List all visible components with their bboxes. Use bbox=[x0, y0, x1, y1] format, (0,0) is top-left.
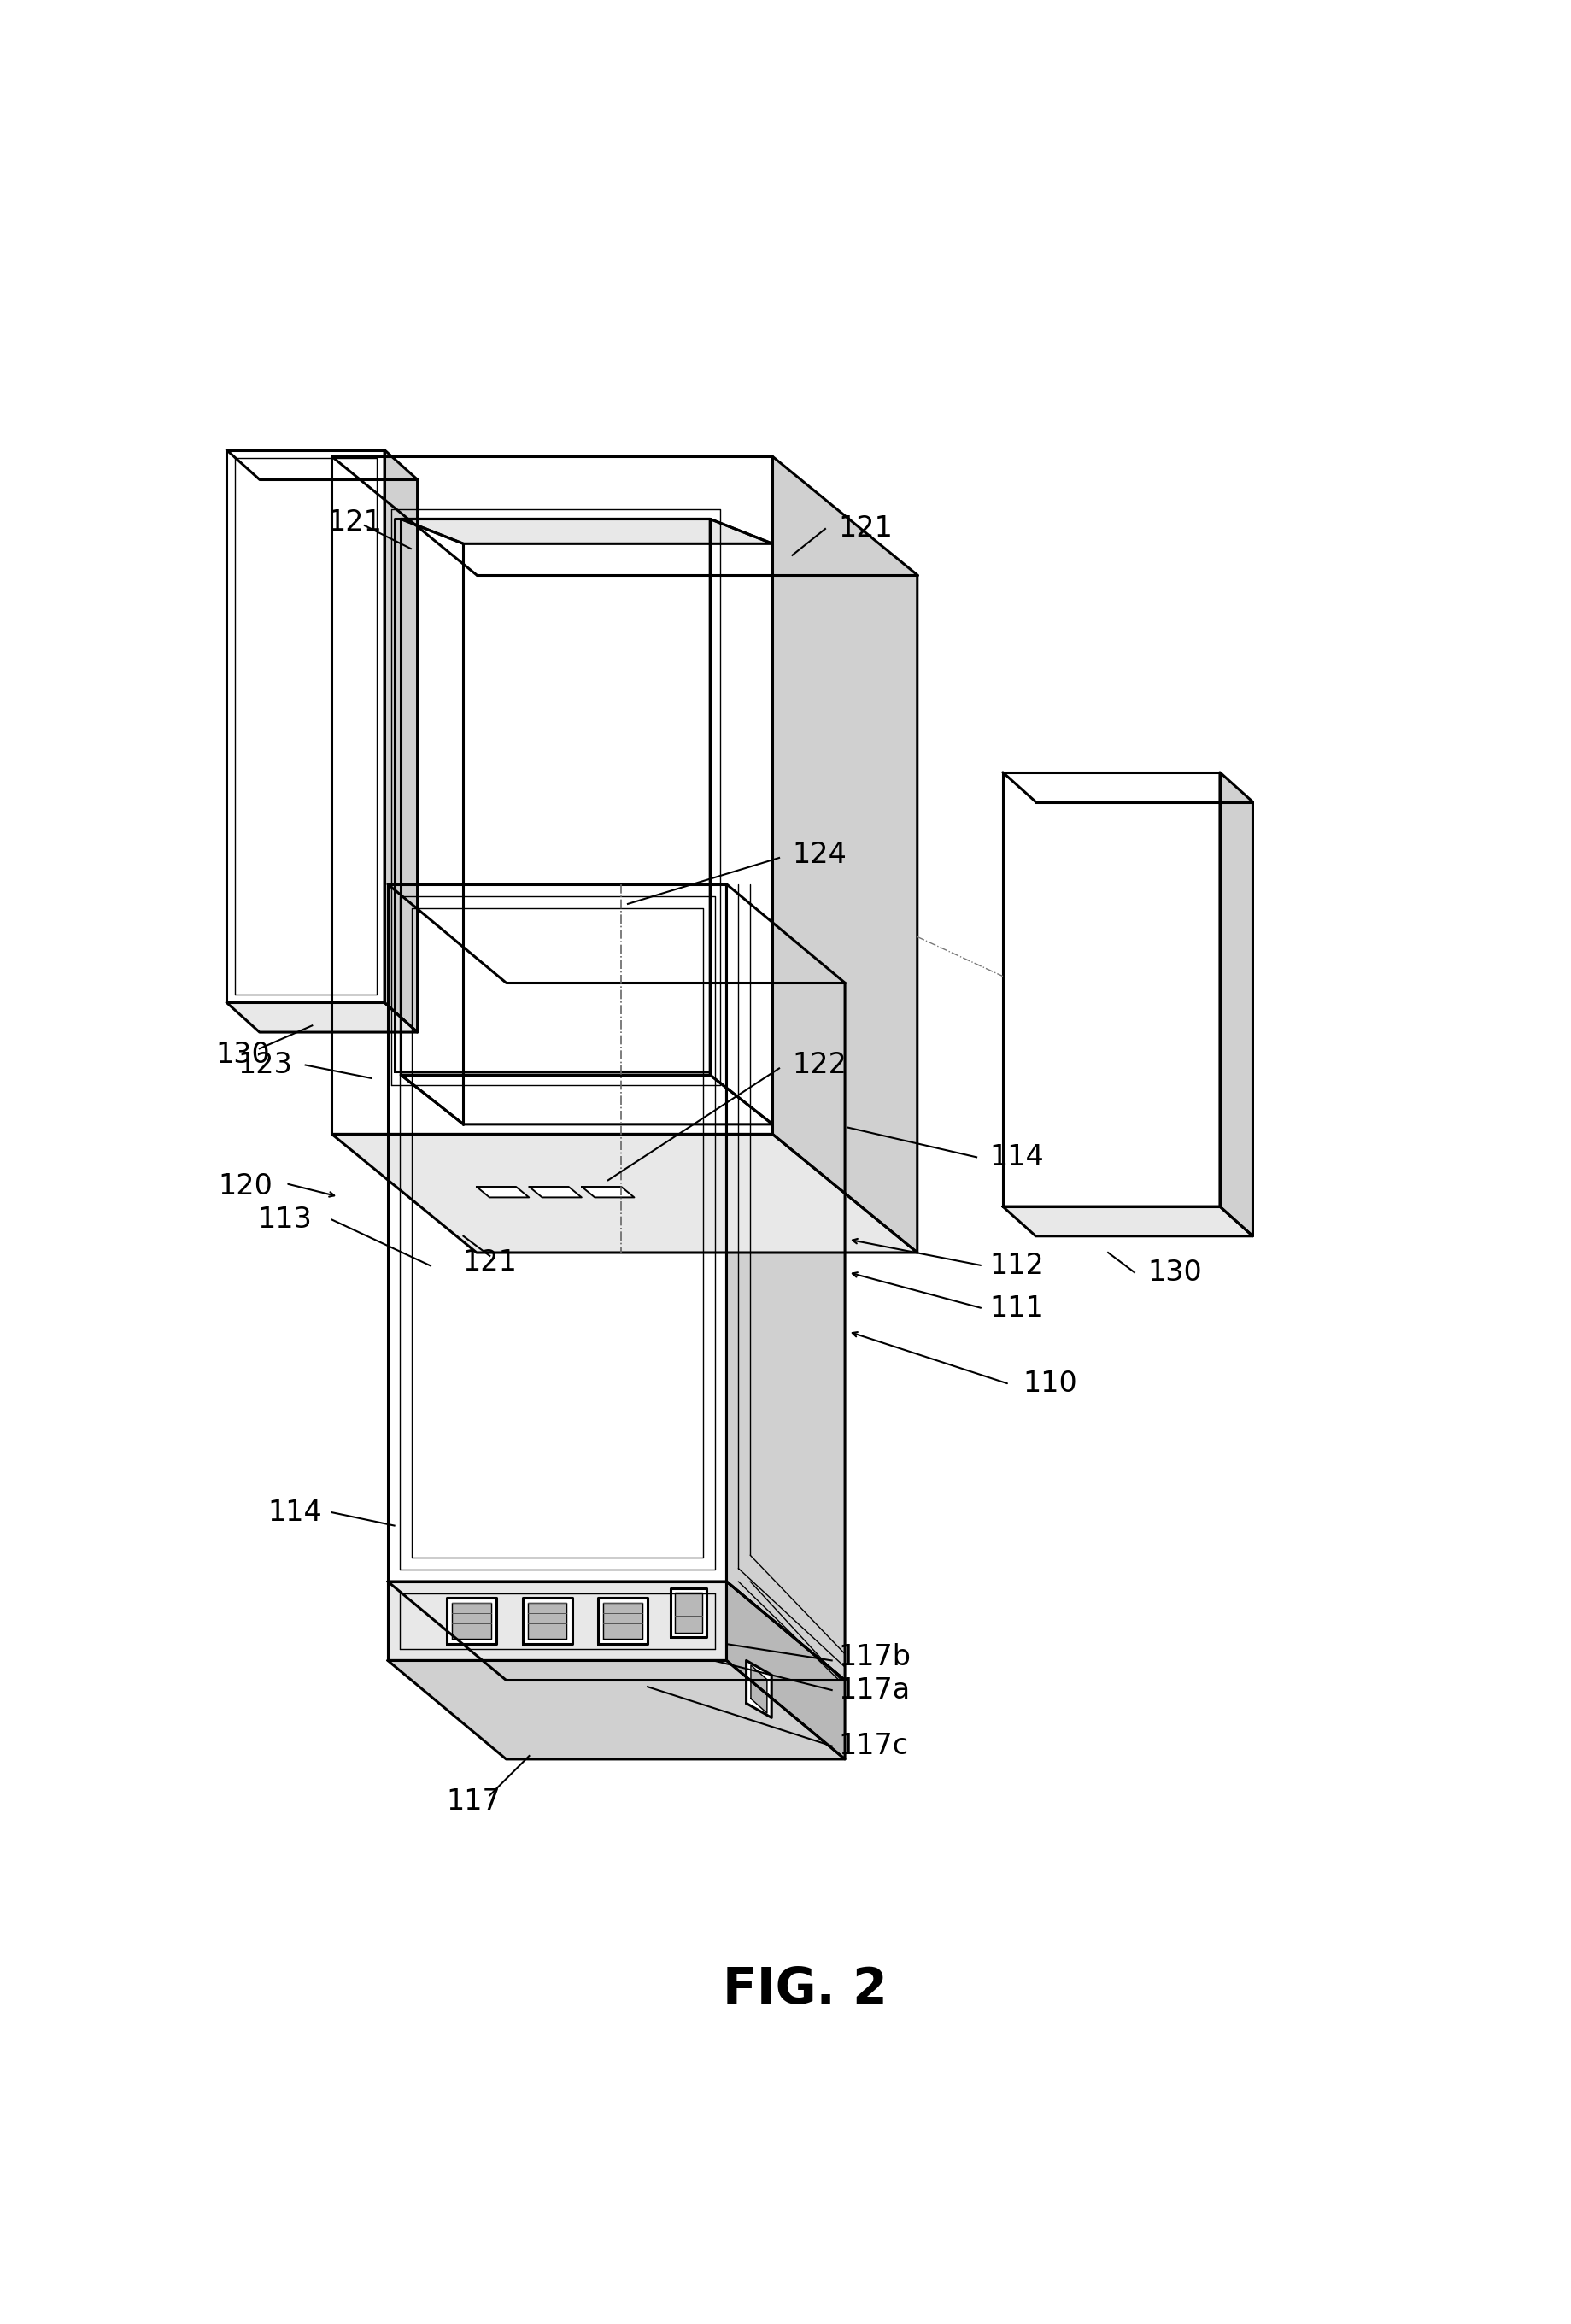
Polygon shape bbox=[523, 1599, 572, 1643]
Text: 110: 110 bbox=[1023, 1371, 1078, 1399]
Polygon shape bbox=[226, 1002, 418, 1032]
Text: 130: 130 bbox=[215, 1041, 270, 1069]
Polygon shape bbox=[448, 1599, 496, 1643]
Polygon shape bbox=[603, 1604, 643, 1638]
Text: 112: 112 bbox=[990, 1253, 1045, 1281]
Polygon shape bbox=[226, 451, 385, 1002]
Text: 117c: 117c bbox=[839, 1731, 908, 1759]
Polygon shape bbox=[385, 451, 418, 1032]
Polygon shape bbox=[331, 1134, 917, 1253]
Text: 121: 121 bbox=[328, 509, 382, 537]
Text: 114: 114 bbox=[990, 1143, 1045, 1171]
Polygon shape bbox=[388, 1659, 845, 1759]
Polygon shape bbox=[671, 1587, 707, 1638]
Polygon shape bbox=[394, 518, 710, 1071]
Polygon shape bbox=[401, 518, 773, 544]
Text: 130: 130 bbox=[1147, 1257, 1202, 1287]
Polygon shape bbox=[529, 1188, 581, 1197]
Polygon shape bbox=[401, 518, 710, 1076]
Polygon shape bbox=[388, 883, 726, 1583]
Polygon shape bbox=[710, 518, 773, 1125]
Text: 114: 114 bbox=[267, 1499, 322, 1527]
Polygon shape bbox=[751, 1664, 767, 1713]
Polygon shape bbox=[401, 1076, 773, 1125]
Polygon shape bbox=[726, 1583, 845, 1759]
Polygon shape bbox=[676, 1592, 702, 1634]
Text: 121: 121 bbox=[839, 516, 892, 544]
Polygon shape bbox=[1219, 772, 1252, 1236]
Polygon shape bbox=[528, 1604, 567, 1638]
Polygon shape bbox=[581, 1188, 635, 1197]
Polygon shape bbox=[388, 1583, 726, 1659]
Text: 122: 122 bbox=[792, 1050, 847, 1078]
Text: 117: 117 bbox=[446, 1787, 501, 1815]
Polygon shape bbox=[599, 1599, 647, 1643]
Polygon shape bbox=[773, 456, 917, 1253]
Polygon shape bbox=[746, 1659, 771, 1717]
Text: 120: 120 bbox=[218, 1174, 273, 1202]
Polygon shape bbox=[476, 1188, 529, 1197]
Polygon shape bbox=[388, 1583, 845, 1680]
Text: FIG. 2: FIG. 2 bbox=[723, 1966, 888, 2015]
Polygon shape bbox=[452, 1604, 492, 1638]
Text: 111: 111 bbox=[990, 1294, 1045, 1322]
Text: 117a: 117a bbox=[839, 1676, 910, 1703]
Text: 113: 113 bbox=[258, 1206, 313, 1234]
Text: 121: 121 bbox=[462, 1248, 517, 1276]
Polygon shape bbox=[331, 456, 773, 1134]
Polygon shape bbox=[726, 883, 845, 1680]
Text: 124: 124 bbox=[792, 841, 847, 869]
Text: 123: 123 bbox=[237, 1050, 292, 1078]
Polygon shape bbox=[1002, 772, 1219, 1206]
Polygon shape bbox=[1002, 1206, 1252, 1236]
Text: 117b: 117b bbox=[839, 1643, 911, 1671]
